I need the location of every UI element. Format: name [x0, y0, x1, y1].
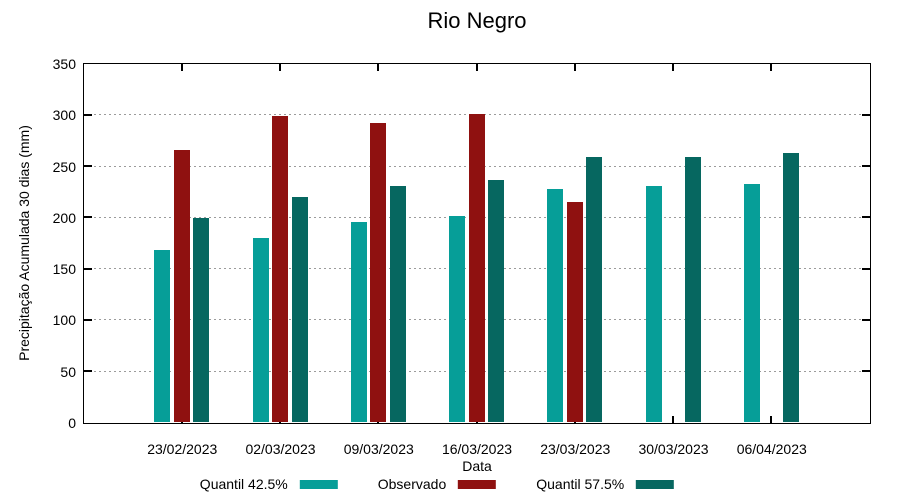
y-tick-label: 250	[52, 158, 76, 175]
legend-item: Quantil 42.5%	[200, 476, 338, 492]
x-tick-mark	[672, 63, 674, 71]
x-tick-mark	[770, 63, 773, 71]
x-tick-mark	[672, 415, 674, 423]
y-tick-mark	[861, 370, 870, 373]
legend-swatch	[636, 479, 675, 489]
bar	[782, 152, 799, 423]
y-tick-mark	[861, 113, 870, 116]
y-tick-label: 300	[52, 107, 76, 124]
bar	[173, 149, 190, 423]
y-tick-mark	[861, 216, 870, 219]
x-tick-mark	[377, 63, 380, 71]
bar	[389, 185, 406, 423]
bar	[154, 250, 171, 423]
bar	[743, 183, 760, 423]
x-tick-mark	[770, 415, 773, 423]
y-tick-label: 0	[68, 415, 76, 431]
y-tick-label: 50	[60, 363, 76, 380]
legend-label: Quantil 42.5%	[199, 476, 288, 492]
y-tick-label: 150	[52, 261, 76, 278]
legend-swatch	[458, 479, 497, 489]
bar	[449, 216, 465, 423]
legend-item: Observado	[377, 476, 497, 492]
legend-swatch	[299, 479, 338, 489]
y-tick-label: 100	[52, 312, 76, 329]
bar	[291, 196, 308, 423]
x-tick-mark	[279, 63, 281, 71]
legend-label: Quantil 57.5%	[536, 476, 625, 492]
y-tick-mark	[861, 267, 870, 270]
bar	[252, 237, 269, 423]
bar	[488, 180, 504, 423]
x-tick-label: 16/03/2023	[441, 441, 513, 457]
x-tick-label: 23/02/2023	[147, 441, 218, 457]
bar	[586, 156, 603, 423]
bar	[566, 201, 583, 423]
bar	[645, 185, 662, 423]
bar	[468, 113, 485, 423]
x-tick-mark	[573, 63, 576, 71]
x-tick-label: 30/03/2023	[638, 441, 709, 457]
legend-item: Quantil 57.5%	[536, 476, 675, 492]
bar	[684, 156, 701, 423]
y-tick-mark	[861, 318, 870, 321]
bar	[350, 222, 367, 423]
chart-title: Rio Negro	[427, 8, 527, 33]
bar	[547, 188, 564, 423]
y-tick-mark	[83, 113, 92, 116]
y-tick-mark	[83, 267, 92, 270]
y-tick-label: 200	[52, 209, 76, 226]
x-tick-label: 06/04/2023	[736, 441, 807, 457]
x-tick-label: 09/03/2023	[343, 441, 414, 457]
x-tick-mark	[475, 63, 478, 71]
y-tick-mark	[83, 318, 92, 321]
x-tick-label: 02/03/2023	[245, 441, 316, 457]
x-axis-label: Data	[462, 458, 492, 474]
y-tick-mark	[83, 165, 92, 168]
y-tick-label: 350	[52, 56, 76, 72]
y-tick-mark	[861, 165, 870, 168]
bar	[370, 122, 387, 423]
y-tick-mark	[83, 370, 92, 373]
legend-label: Observado	[377, 476, 447, 492]
x-tick-mark	[180, 63, 183, 71]
bar	[193, 218, 210, 423]
legend: Quantil 42.5% Observado Quantil 57.5%	[200, 476, 675, 492]
x-tick-label: 23/03/2023	[540, 441, 611, 457]
bar	[272, 115, 288, 423]
plot-area	[82, 62, 871, 424]
y-tick-mark	[83, 216, 92, 219]
